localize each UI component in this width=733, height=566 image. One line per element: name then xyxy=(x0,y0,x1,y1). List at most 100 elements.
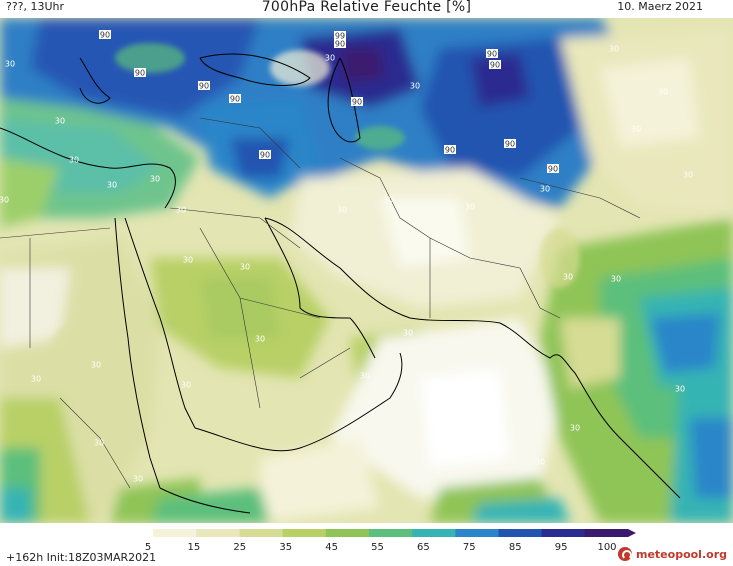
colorbar-tick: 15 xyxy=(188,542,201,553)
label-90: 90 xyxy=(547,164,559,174)
colorbar-swatch xyxy=(455,529,499,537)
label-value: 30 xyxy=(94,439,104,448)
label-value: 90 xyxy=(335,40,345,49)
colorbar-tick: 55 xyxy=(371,542,384,553)
label-value: 30 xyxy=(631,125,641,134)
label-value: 30 xyxy=(55,117,65,126)
label-90: 90 xyxy=(99,30,111,40)
colorbar-tick: 95 xyxy=(555,542,568,553)
label-value: 30 xyxy=(683,171,693,180)
label-value: 30 xyxy=(133,475,143,484)
label-30: 30 xyxy=(570,424,580,433)
label-value: 30 xyxy=(0,196,9,205)
label-value: 30 xyxy=(69,156,79,165)
label-90: 90 xyxy=(444,145,456,155)
map-title: 700hPa Relative Feuchte [%] xyxy=(261,0,472,15)
label-30: 30 xyxy=(535,458,545,467)
colorbar-tick: 35 xyxy=(279,542,292,553)
colorbar-swatch xyxy=(412,529,456,537)
label-value: 30 xyxy=(240,263,250,272)
label-value: 90 xyxy=(352,98,362,107)
colorbar-swatch xyxy=(282,529,327,537)
label-value: 30 xyxy=(5,60,15,69)
label-value: 90 xyxy=(445,146,455,155)
label-30: 30 xyxy=(465,203,475,212)
coastline-iran xyxy=(264,217,501,324)
label-value: 30 xyxy=(609,45,619,54)
label-30: 30 xyxy=(133,475,143,484)
colorbar-swatch xyxy=(196,529,240,537)
label-30: 30 xyxy=(94,439,104,448)
label-value: 30 xyxy=(465,203,475,212)
label-30: 30 xyxy=(631,125,641,134)
label-value: 30 xyxy=(325,54,335,63)
label-value: 90 xyxy=(260,151,270,160)
label-value: 90 xyxy=(505,140,515,149)
label-30: 30 xyxy=(540,185,550,194)
label-30: 30 xyxy=(675,385,685,394)
colorbar-swatch xyxy=(153,529,197,537)
label-value: 90 xyxy=(548,165,558,174)
label-value: 30 xyxy=(611,275,621,284)
label-value: 30 xyxy=(360,372,370,381)
label-30: 30 xyxy=(0,196,9,205)
label-30: 30 xyxy=(91,361,101,370)
label-30: 30 xyxy=(611,275,621,284)
footer: 5 15 25 35 45 55 65 75 85 95 100 +162h Init:18Z03M… xyxy=(0,523,733,566)
label-90: 90 xyxy=(198,81,210,91)
label-value: 30 xyxy=(410,82,420,91)
colorbar: 5 15 25 35 45 55 65 75 85 95 100 xyxy=(110,529,636,553)
label-30: 30 xyxy=(683,171,693,180)
label-30: 30 xyxy=(69,156,79,165)
label-value: 90 xyxy=(135,69,145,78)
label-90: 90 xyxy=(334,39,346,49)
label-value: 30 xyxy=(181,381,191,390)
label-30: 30 xyxy=(403,329,413,338)
label-90: 99 xyxy=(334,31,346,41)
label-30: 30 xyxy=(150,175,160,184)
label-30: 30 xyxy=(325,54,335,63)
label-value: 30 xyxy=(563,273,573,282)
colorbar-swatch xyxy=(325,529,370,537)
brand[interactable]: meteopool.org xyxy=(618,547,727,561)
label-90: 90 xyxy=(504,139,516,149)
label-90: 90 xyxy=(489,60,501,70)
label-30: 30 xyxy=(183,256,193,265)
label-30: 30 xyxy=(31,375,41,384)
colorbar-tick: 45 xyxy=(325,542,338,553)
label-30: 30 xyxy=(5,60,15,69)
label-30: 30 xyxy=(55,117,65,126)
label-value: 90 xyxy=(100,31,110,40)
coastline-mediterranean xyxy=(0,127,176,209)
label-value: 30 xyxy=(91,361,101,370)
colorbar-arrow-icon xyxy=(628,529,636,537)
brand-text: meteopool.org xyxy=(636,547,727,561)
label-value: 30 xyxy=(255,335,265,344)
forecast-date: 10. Maerz 2021 xyxy=(617,0,703,13)
label-value: 30 xyxy=(107,181,117,190)
label-value: 99 xyxy=(335,32,345,41)
location-time: ???, 13Uhr xyxy=(6,0,65,13)
label-value: 30 xyxy=(403,329,413,338)
label-90: 90 xyxy=(259,150,271,160)
colorbar-swatch xyxy=(541,529,586,537)
label-value: 30 xyxy=(31,375,41,384)
coastline-africa-horn xyxy=(159,487,251,514)
label-90: 90 xyxy=(486,49,498,59)
coastlines xyxy=(0,53,681,514)
coastline-red-sea-west xyxy=(114,217,161,489)
meteopool-logo-icon xyxy=(618,547,632,561)
label-30: 30 xyxy=(240,263,250,272)
label-30: 30 xyxy=(181,381,191,390)
colorbar-tick: 25 xyxy=(233,542,246,553)
label-value: 90 xyxy=(199,82,209,91)
label-30: 30 xyxy=(255,335,265,344)
coastline-caspian xyxy=(327,57,361,143)
colorbar-tick: 65 xyxy=(417,542,430,553)
colorbar-tick: 100 xyxy=(597,542,616,553)
coastline-black-sea xyxy=(199,53,311,86)
init-time: +162h Init:18Z03MAR2021 xyxy=(6,551,157,564)
label-value: 30 xyxy=(658,88,668,97)
borders xyxy=(0,117,641,489)
